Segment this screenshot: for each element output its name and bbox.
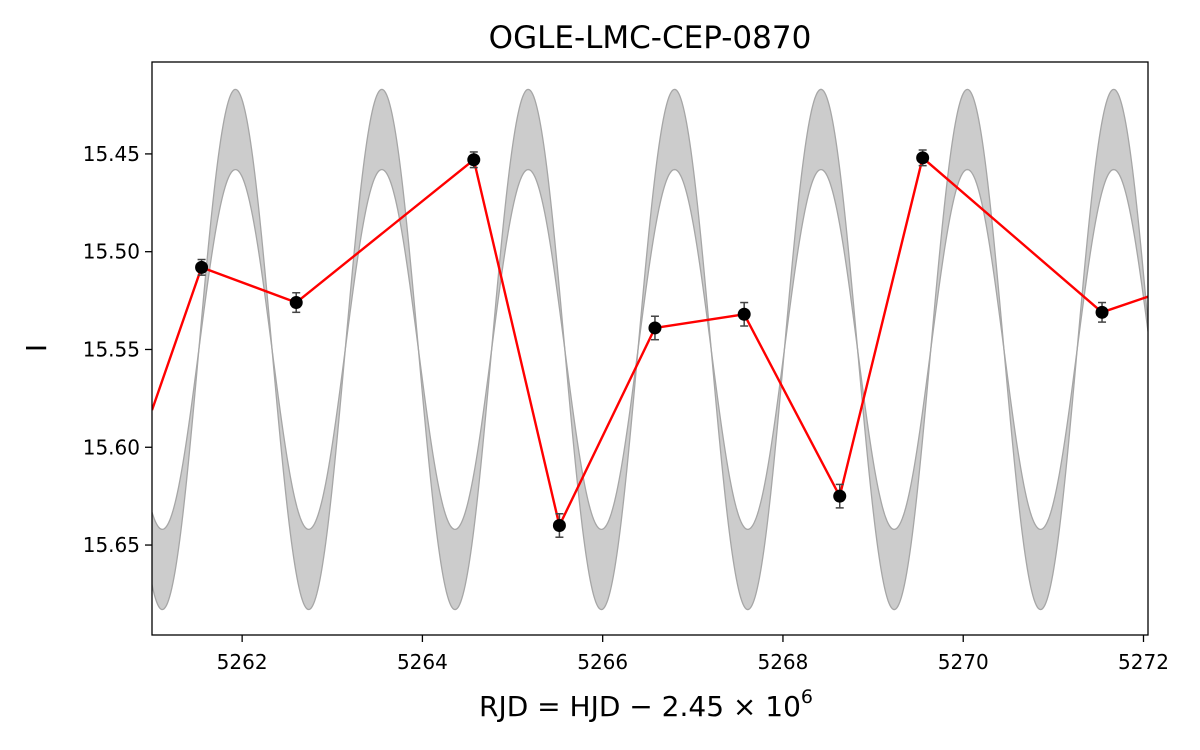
y-tick-label: 15.55 — [83, 337, 140, 361]
chart-title: OGLE-LMC-CEP-0870 — [489, 20, 812, 56]
data-point-layer — [195, 151, 1109, 532]
model-band-outer-edge — [152, 88, 1148, 611]
y-tick-label: 15.50 — [83, 240, 140, 264]
y-tick-label: 15.60 — [83, 435, 140, 459]
data-line — [152, 156, 1148, 527]
data-point — [467, 153, 481, 167]
y-axis-ticks: 15.45 15.50 15.55 15.60 15.65 — [83, 142, 152, 557]
x-axis-label-exponent: 6 — [801, 686, 813, 708]
data-point — [737, 307, 751, 321]
data-point — [916, 151, 930, 165]
x-tick-label: 5270 — [938, 650, 989, 674]
x-axis-ticks: 5262 5264 5266 5268 5270 5272 — [217, 635, 1169, 674]
data-point — [195, 260, 209, 274]
x-tick-label: 5264 — [397, 650, 448, 674]
data-point — [1095, 305, 1109, 319]
x-tick-label: 5272 — [1118, 650, 1169, 674]
model-band-fill — [152, 89, 1148, 610]
y-axis-label: I — [20, 344, 53, 352]
y-tick-label: 15.45 — [83, 142, 140, 166]
x-tick-label: 5268 — [757, 650, 808, 674]
x-tick-label: 5262 — [217, 650, 268, 674]
x-tick-label: 5266 — [577, 650, 628, 674]
y-tick-label: 15.65 — [83, 533, 140, 557]
model-band — [152, 88, 1148, 611]
model-band-inner-edge — [152, 168, 1148, 531]
data-point — [552, 518, 566, 532]
data-line-layer — [152, 156, 1148, 527]
plot-frame — [151, 61, 1149, 636]
data-point — [289, 296, 303, 310]
data-point — [833, 489, 847, 503]
x-axis-label: RJD = HJD − 2.45 × 106 — [479, 686, 813, 723]
data-point — [648, 321, 662, 335]
